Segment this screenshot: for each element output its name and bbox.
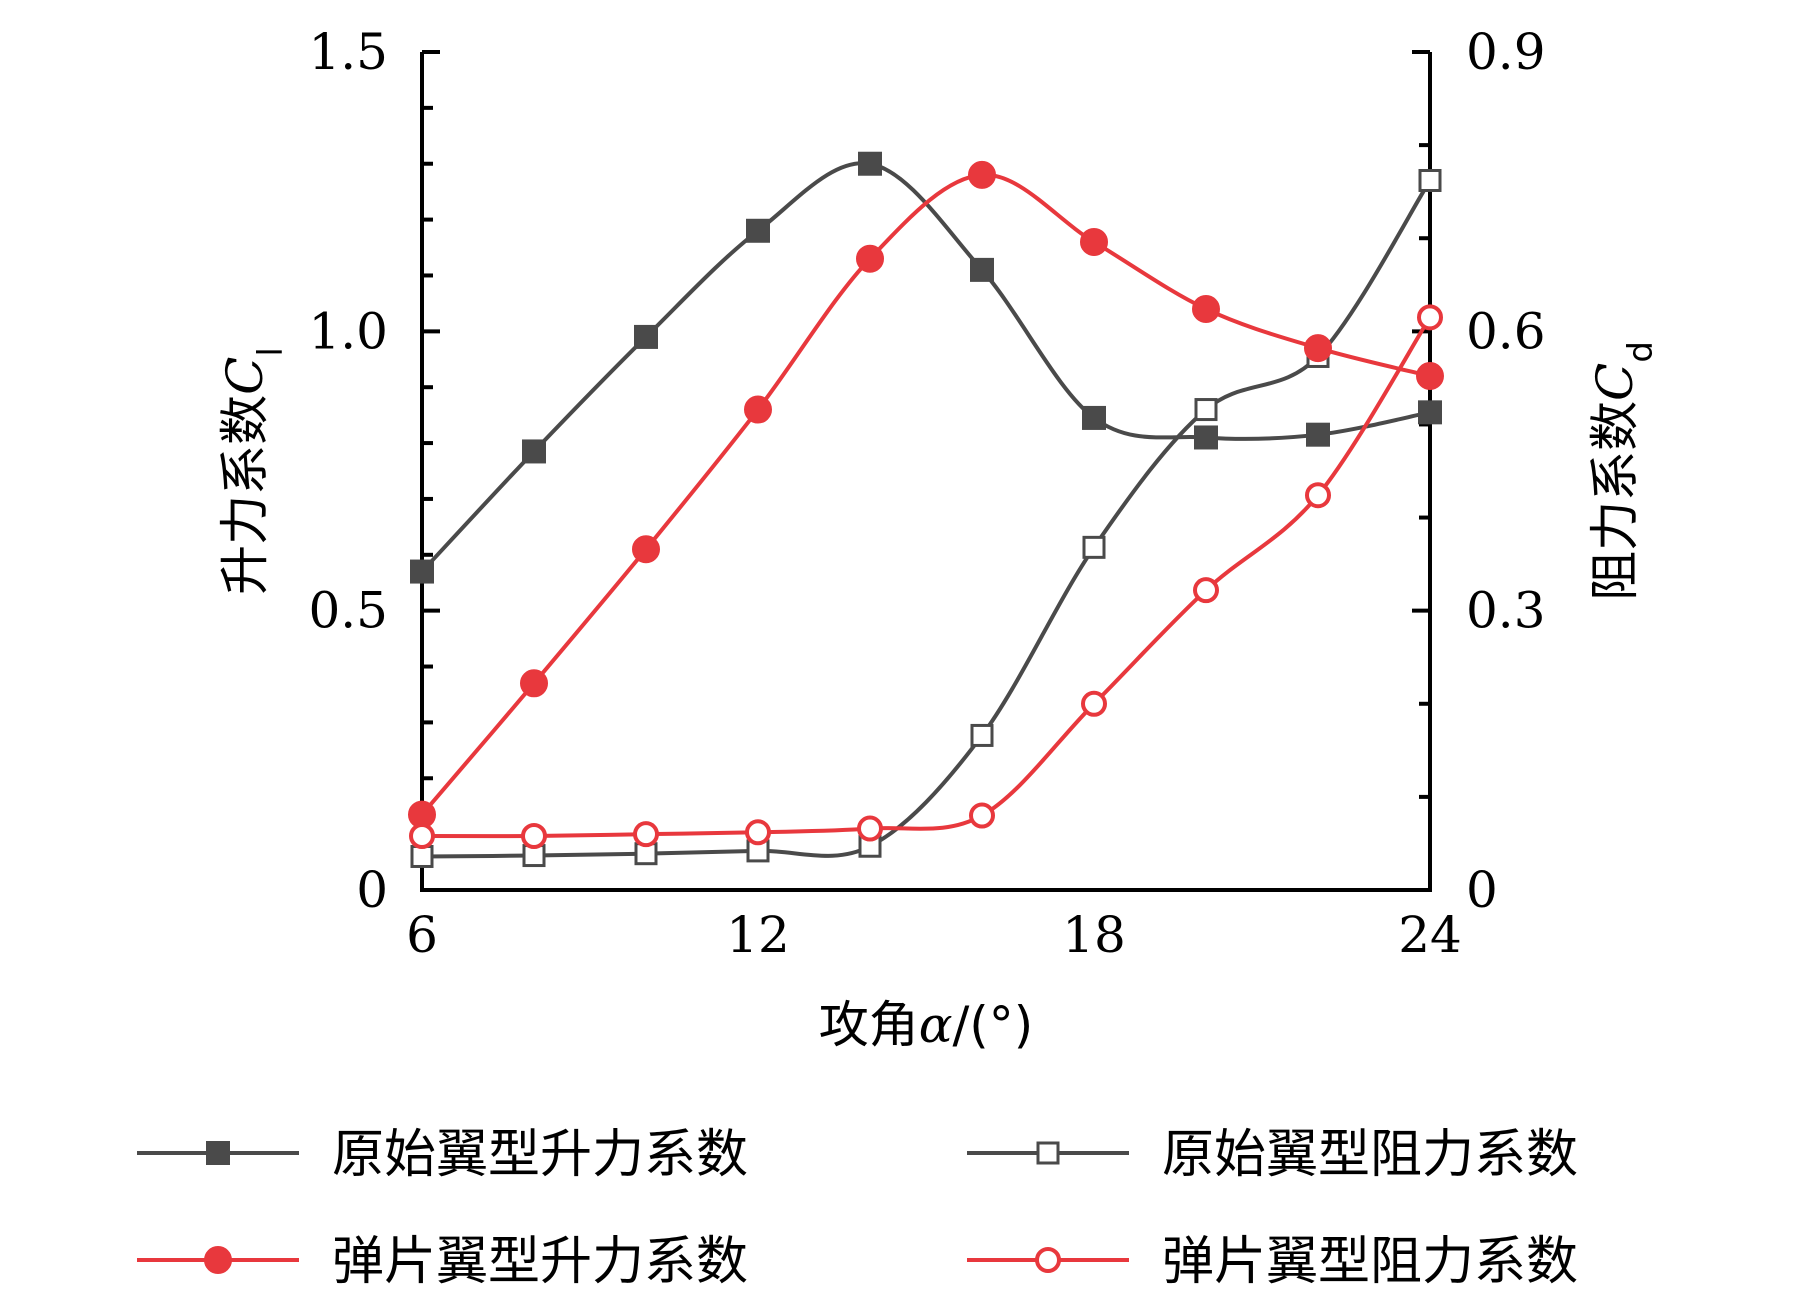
series-line-3 [421,316,1432,839]
x-tick-label: 12 [726,906,790,964]
series-2-point [744,395,772,424]
left-y-tick-label: 0 [356,861,388,919]
right-y-axis-title-sub: d [1621,341,1661,363]
legend-label: 弹片翼型阻力系数 [1162,1232,1578,1292]
left-y-axis-title-sub: l [251,347,291,356]
legend-item: 原始翼型阻力系数 [967,1125,1578,1185]
series-1-point [1082,535,1106,559]
legend-marker [1036,1141,1060,1165]
left-y-tick-label: 1.0 [308,302,388,360]
series-2-point [856,244,884,273]
legend-item: 原始翼型升力系数 [137,1125,748,1185]
series-3-point [1305,482,1331,509]
series-2-point [520,669,548,698]
series-3-point [409,822,435,849]
left-y-tick-label: 0.5 [308,582,388,640]
x-axis-title-suffix: /(°) [952,996,1033,1054]
series-2-point [1416,362,1444,391]
legend-marker [206,1141,230,1165]
series-0-point [746,218,770,243]
series-3-point [1193,577,1219,604]
series-line-2 [420,172,1431,816]
legend-label: 原始翼型升力系数 [332,1125,748,1185]
right-y-tick-label: 0.3 [1466,582,1546,640]
left-y-axis-title: 升力系数Cl [216,347,291,595]
series-3-point [521,822,547,849]
right-y-axis-title-text: 阻力系数 [1586,401,1644,601]
right-y-tick-label: 0 [1466,861,1498,919]
label-layer: 6 12 18 2400.51.01.500.30.60.9攻角α/(°)升力系数Cl… [216,23,1661,1054]
x-tick-label: 24 [1398,906,1462,964]
series-0-point [634,324,658,349]
series-0-point [1082,405,1106,430]
series-3-point [633,821,659,848]
series-2-point [1304,334,1332,363]
right-y-tick-label: 0.9 [1466,23,1546,81]
series-3-point [745,819,771,846]
right-y-axis-title-symbol: C [1586,363,1644,401]
series-3-point [969,802,995,829]
x-axis-title-symbol: α [919,996,953,1054]
legend-marker [1035,1247,1061,1273]
series-line-0 [420,161,1431,573]
series-1-point [410,844,434,868]
legend-label: 弹片翼型升力系数 [332,1232,748,1292]
series-layer [408,151,1444,868]
series-1-point [970,723,994,747]
right-y-axis-title: 阻力系数Cd [1586,341,1661,601]
series-3-point [857,815,883,842]
left-y-tick-label: 1.5 [308,23,388,81]
left-y-axis-title-symbol: C [216,357,274,395]
series-1-point [1418,168,1442,192]
x-axis-title: 攻角α/(°) [819,996,1034,1054]
x-axis-title-prefix: 攻角 [819,996,919,1054]
series-2-point [968,160,996,189]
legend-marker [204,1246,232,1274]
series-0-point [1418,400,1442,425]
series-2-point [632,535,660,564]
legend-label: 原始翼型阻力系数 [1162,1125,1578,1185]
series-0-point [970,257,994,282]
series-3-point [1417,304,1443,331]
legend-item: 弹片翼型阻力系数 [967,1232,1578,1292]
series-0-point [1194,425,1218,450]
series-0-point [410,559,434,584]
left-y-axis-title-text: 升力系数 [216,395,274,595]
series-2-point [1080,227,1108,256]
legend-item: 弹片翼型升力系数 [137,1232,748,1292]
series-3-point [1081,690,1107,717]
series-0-point [522,439,546,464]
right-y-tick-label: 0.6 [1466,302,1546,360]
axes-layer [420,50,1432,892]
series-0-point [1306,422,1330,447]
series-2-point [1192,294,1220,323]
x-tick-label: 18 [1062,906,1126,964]
x-tick-label: 6 [406,906,438,964]
series-0-point [858,151,882,176]
series-line-1 [421,179,1432,859]
series-1-point [1194,398,1218,422]
